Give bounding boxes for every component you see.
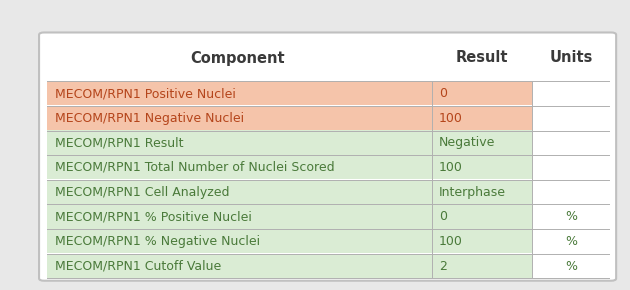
FancyBboxPatch shape: [39, 32, 616, 281]
Text: 2: 2: [439, 260, 447, 273]
Text: 100: 100: [439, 161, 463, 174]
Text: MECOM/RPN1 Negative Nuclei: MECOM/RPN1 Negative Nuclei: [55, 112, 244, 125]
Text: 100: 100: [439, 235, 463, 248]
Text: %: %: [566, 235, 578, 248]
Bar: [47, 106, 532, 130]
Text: MECOM/RPN1 Total Number of Nuclei Scored: MECOM/RPN1 Total Number of Nuclei Scored: [55, 161, 335, 174]
Text: 0: 0: [439, 87, 447, 100]
Text: 100: 100: [439, 112, 463, 125]
Bar: [532, 180, 609, 204]
Text: MECOM/RPN1 % Negative Nuclei: MECOM/RPN1 % Negative Nuclei: [55, 235, 261, 248]
Text: Units: Units: [550, 50, 593, 66]
Text: %: %: [566, 260, 578, 273]
Text: MECOM/RPN1 Cell Analyzed: MECOM/RPN1 Cell Analyzed: [55, 186, 230, 199]
Text: Component: Component: [190, 50, 285, 66]
Bar: [47, 81, 532, 105]
Bar: [532, 106, 609, 130]
Text: MECOM/RPN1 % Positive Nuclei: MECOM/RPN1 % Positive Nuclei: [55, 210, 252, 223]
Bar: [532, 155, 609, 179]
Bar: [532, 229, 609, 253]
Bar: [532, 130, 609, 155]
Bar: [532, 81, 609, 105]
Bar: [47, 130, 532, 155]
Text: %: %: [566, 210, 578, 223]
Text: Interphase: Interphase: [439, 186, 506, 199]
Bar: [532, 254, 609, 278]
Bar: [47, 204, 532, 229]
Text: Negative: Negative: [439, 136, 495, 149]
Text: MECOM/RPN1 Result: MECOM/RPN1 Result: [55, 136, 184, 149]
Bar: [47, 155, 532, 179]
Text: MECOM/RPN1 Cutoff Value: MECOM/RPN1 Cutoff Value: [55, 260, 222, 273]
Text: 0: 0: [439, 210, 447, 223]
Text: Result: Result: [455, 50, 508, 66]
Bar: [47, 229, 532, 253]
Bar: [47, 254, 532, 278]
Bar: [47, 180, 532, 204]
Text: MECOM/RPN1 Positive Nuclei: MECOM/RPN1 Positive Nuclei: [55, 87, 236, 100]
Bar: [532, 204, 609, 229]
